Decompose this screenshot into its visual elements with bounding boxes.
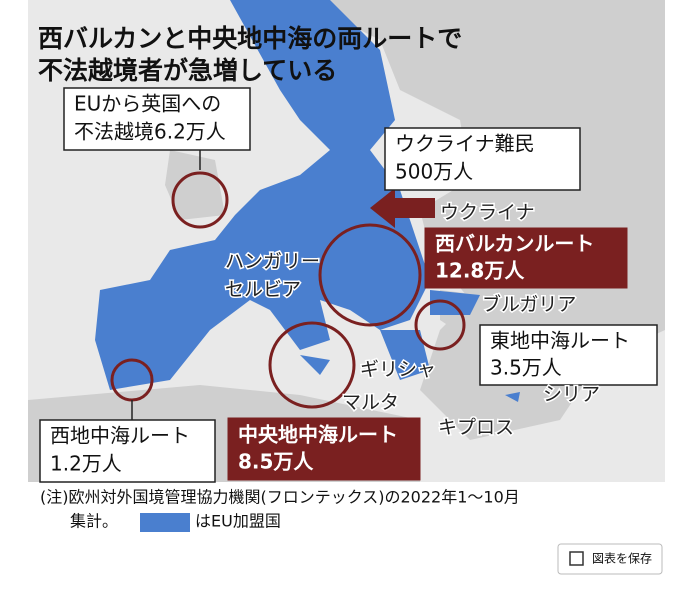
callout: [39, 419, 216, 483]
place-label: ウクライナ: [440, 202, 535, 224]
callout-text: 東地中海ルート: [490, 329, 630, 353]
place-label: シリア: [543, 384, 600, 406]
callout-text: ウクライナ難民: [395, 132, 535, 156]
callout-text: 12.8万人: [435, 259, 525, 283]
land: [165, 150, 225, 220]
callout-text: 3.5万人: [490, 356, 562, 380]
callout-text: 西地中海ルート: [50, 424, 190, 448]
callout-text: 不法越境6.2万人: [74, 120, 226, 144]
legend-swatch: [140, 513, 190, 532]
place-label: ハンガリー: [225, 251, 320, 273]
callout-text: 500万人: [395, 160, 473, 184]
route-circle: [318, 223, 422, 327]
callout: [227, 417, 421, 481]
place-label: ブルガリア: [482, 293, 576, 316]
note: 集計。: [70, 512, 118, 531]
button-frame[interactable]: [557, 543, 663, 575]
arrow: [370, 188, 435, 228]
route-circle: [268, 321, 356, 409]
callout-text: 1.2万人: [50, 452, 122, 476]
note: (注)欧州対外国境管理協力機関(フロンテックス)の2022年1～10月: [40, 488, 520, 507]
eu-area: [380, 330, 430, 380]
callout-text: 西バルカンルート: [435, 232, 594, 256]
callout: [424, 227, 628, 289]
legend-text: はEU加盟国: [195, 512, 281, 531]
place-label: マルタ: [342, 392, 399, 414]
eu-area: [430, 290, 480, 315]
route-circle: [171, 171, 229, 229]
title: 不法越境者が急増している: [38, 56, 337, 85]
callout-text: EUから英国への: [74, 92, 221, 116]
eu-area: [300, 355, 330, 375]
title: 西バルカンと中央地中海の両ルートで: [38, 24, 462, 53]
place-label: キプロス: [438, 417, 514, 439]
place-label: セルビア: [225, 279, 301, 301]
callout: [479, 324, 658, 386]
callout-text: 8.5万人: [238, 450, 314, 474]
button-text[interactable]: 図表を保存: [592, 552, 652, 566]
button-icon[interactable]: [569, 551, 584, 566]
callout-text: 中央地中海ルート: [238, 423, 398, 447]
route-circle: [414, 299, 466, 351]
callout: [384, 127, 581, 191]
save-button[interactable]: 図表を保存: [557, 543, 663, 575]
eu-area: [505, 392, 520, 402]
callout: [63, 87, 251, 151]
eu-area: [95, 0, 430, 390]
place-label: ギリシャ: [360, 359, 436, 381]
